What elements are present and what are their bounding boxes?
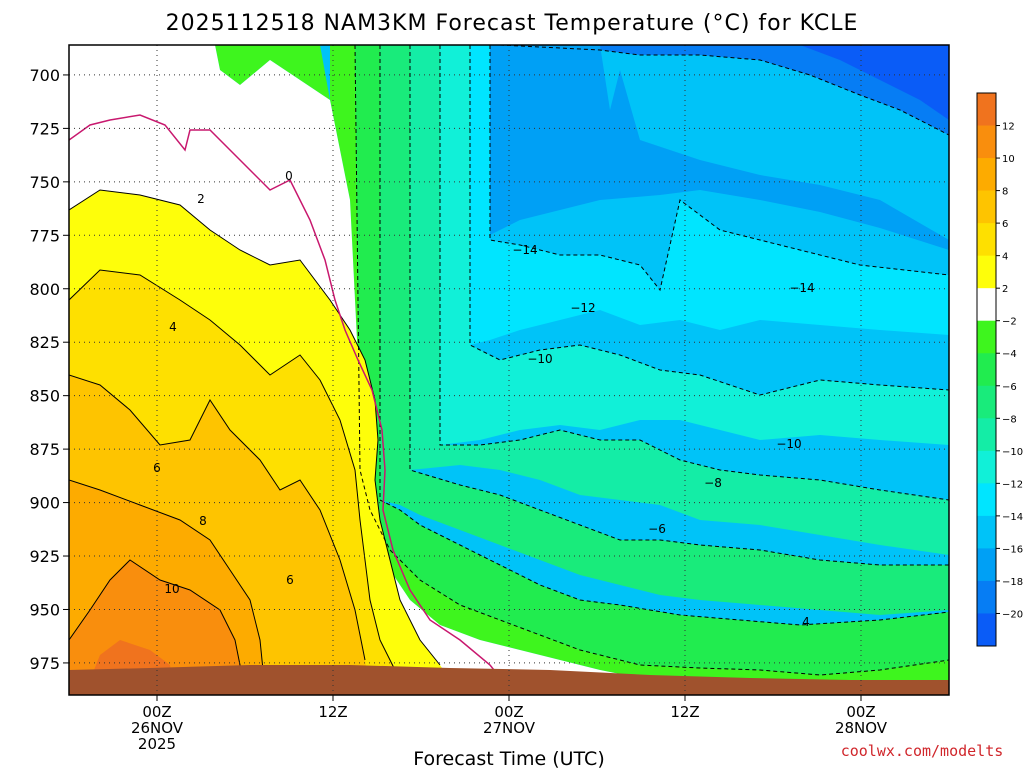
x-tick-label: 27NOV <box>483 719 536 737</box>
colorbar-label: 12 <box>1002 122 1015 133</box>
colorbar-label: 2 <box>1002 284 1008 295</box>
colorbar-frame <box>976 92 997 647</box>
colorbar-swatch <box>977 515 996 549</box>
colorbar-label: −4 <box>1002 349 1017 360</box>
colorbar-label: −8 <box>1002 414 1017 425</box>
contour-label: −6 <box>648 522 666 536</box>
colorbar-label: −14 <box>1002 512 1023 523</box>
contour-label: 8 <box>199 514 207 528</box>
y-tick-label: 925 <box>29 547 60 566</box>
colorbar-swatch <box>977 483 996 517</box>
x-tick-label: 00Z <box>494 703 523 721</box>
colorbar-label: −2 <box>1002 317 1017 328</box>
colorbar-label: −12 <box>1002 479 1023 490</box>
colorbar-swatch <box>977 418 996 452</box>
dashed-contours <box>354 45 949 676</box>
plot-area <box>69 45 949 695</box>
colorbar-swatch <box>977 190 996 224</box>
colorbar-label: 4 <box>1002 252 1008 263</box>
freezing-line <box>69 114 511 691</box>
y-tick-label: 900 <box>29 494 60 513</box>
band-minus12 <box>440 45 949 445</box>
colorbar-label: −10 <box>1002 447 1023 458</box>
colorbar-swatch <box>977 450 996 484</box>
contour-label: 6 <box>286 573 294 587</box>
contour-label: 10 <box>164 582 179 596</box>
band-minus14 <box>470 45 949 345</box>
colorbar-swatch <box>977 353 996 387</box>
colorbar-swatch <box>977 320 996 354</box>
x-tick-label: 26NOV <box>131 719 184 737</box>
colorbar-swatch <box>977 288 996 322</box>
y-tick-label: 800 <box>29 280 60 299</box>
y-axis: 700 725 750 775 800 825 850 875 900 925 950 975 <box>29 66 69 673</box>
contour-label: −14 <box>789 281 814 295</box>
credit-text[interactable]: coolwx.com/modelts <box>841 742 1004 760</box>
band-coldest <box>800 45 949 120</box>
grid <box>69 45 949 695</box>
contour-label: −14 <box>512 243 537 257</box>
colorbar-label: 8 <box>1002 187 1008 198</box>
colorbar-swatch <box>977 580 996 614</box>
y-tick-label: 775 <box>29 226 60 245</box>
colorbar-label: −20 <box>1002 609 1023 620</box>
x-tick-label: 28NOV <box>835 719 888 737</box>
contour-label: 4 <box>169 320 177 334</box>
contour-label: −12 <box>570 301 595 315</box>
solid-contours <box>69 189 441 691</box>
colorbar-label: −18 <box>1002 577 1023 588</box>
band-cold-top <box>500 45 949 135</box>
x-tick-label: 2025 <box>138 735 176 753</box>
y-tick-label: 825 <box>29 333 60 352</box>
colorbar-swatch <box>977 255 996 289</box>
colorbar-swatch <box>977 158 996 192</box>
contour-label: −10 <box>776 437 801 451</box>
band-minus10 <box>410 45 949 555</box>
y-tick-label: 950 <box>29 600 60 619</box>
contour-label: −8 <box>704 476 722 490</box>
chart-title: 2025112518 NAM3KM Forecast Temperature (… <box>166 11 859 36</box>
y-tick-label: 725 <box>29 119 60 138</box>
y-tick-label: 975 <box>29 654 60 673</box>
colorbar-swatch <box>977 223 996 257</box>
colorbar: 12 10 8 6 4 2 −2 −4 −6 −8 −10 −12 −14 −16 −18 −20 <box>976 92 1023 647</box>
colorbar-swatch <box>977 385 996 419</box>
band-minus2-top <box>215 45 330 100</box>
contour-label: −10 <box>527 352 552 366</box>
contour-label: 4 <box>802 615 810 629</box>
x-axis-title: Forecast Time (UTC) <box>413 748 604 768</box>
y-tick-label: 850 <box>29 387 60 406</box>
y-tick-label: 700 <box>29 66 60 85</box>
x-tick-label: 00Z <box>142 703 171 721</box>
colorbar-label: −6 <box>1002 382 1017 393</box>
x-tick-label: 12Z <box>318 703 347 721</box>
colorbar-swatch <box>977 93 996 127</box>
colorbar-swatch <box>977 548 996 582</box>
colorbar-label: 6 <box>1002 219 1008 230</box>
colorbar-label: −16 <box>1002 544 1023 555</box>
x-tick-label: 12Z <box>670 703 699 721</box>
x-tick-label: 00Z <box>846 703 875 721</box>
contour-label: 2 <box>197 192 205 206</box>
y-tick-label: 875 <box>29 440 60 459</box>
colorbar-label: 10 <box>1002 154 1015 165</box>
band-minus16-mid <box>490 45 949 250</box>
contour-label: 0 <box>285 169 293 183</box>
colorbar-swatch <box>977 613 996 647</box>
contour-label: 6 <box>153 461 161 475</box>
y-tick-label: 750 <box>29 173 60 192</box>
colorbar-swatch <box>977 125 996 159</box>
contour-labels: 0 2 4 6 8 10 6 −14 −12 −10 −14 −10 −8 −6… <box>153 169 814 629</box>
